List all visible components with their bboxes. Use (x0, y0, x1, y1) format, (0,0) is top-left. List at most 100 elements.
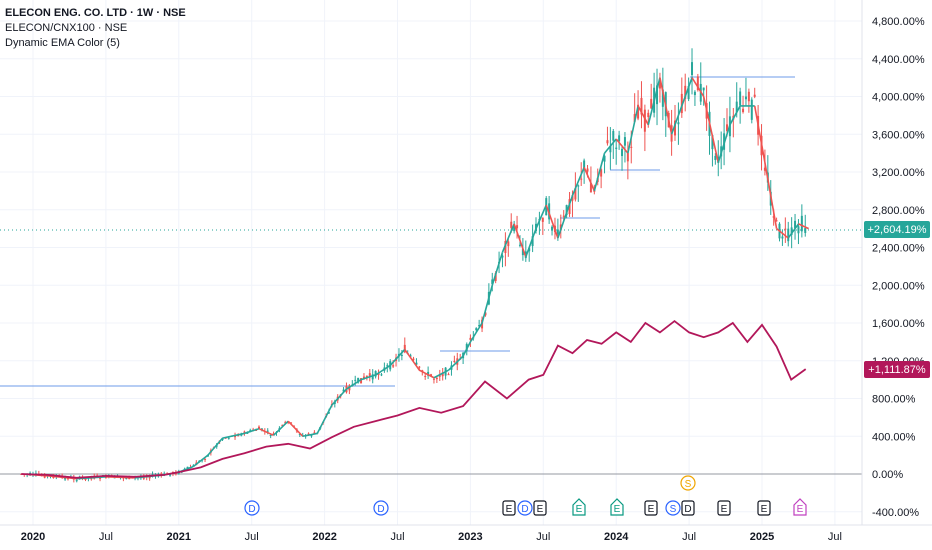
candle-body (357, 377, 360, 383)
candle-body (327, 412, 330, 414)
y-tick-label: -400.00% (872, 507, 919, 519)
candle-body (684, 85, 687, 99)
dividend-marker-icon (517, 500, 533, 516)
candle-body (432, 378, 435, 380)
x-tick-label: 2021 (167, 531, 191, 543)
ema-segment (258, 427, 274, 437)
candle-body (478, 325, 481, 327)
candle-body (475, 328, 478, 331)
ema-segment (501, 223, 515, 253)
candle-body (491, 279, 494, 285)
x-tick-label: Jul (245, 531, 259, 543)
candle-body (284, 422, 287, 424)
candle-body (574, 188, 577, 200)
last-price-badge (864, 221, 930, 238)
ema-segment (346, 378, 362, 390)
candle-body (656, 85, 659, 105)
ema-segment (331, 388, 348, 406)
candle-body (742, 108, 745, 113)
candle-body (281, 424, 284, 426)
marker-label: D (521, 504, 528, 515)
earnings-marker-icon (793, 498, 807, 516)
candle-body (415, 362, 418, 365)
candle-body (386, 365, 389, 367)
compare-series (21, 319, 807, 479)
x-tick-label: 2025 (750, 531, 774, 543)
candle-body (794, 220, 797, 229)
candle-body (744, 96, 747, 100)
y-tick-label: 4,800.00% (872, 16, 925, 28)
candle-body (516, 225, 519, 229)
ema-segment (717, 124, 731, 163)
symbol-title[interactable]: ELECON ENG. CO. LTD · 1W · NSE (5, 7, 186, 19)
candle-body (775, 220, 778, 222)
ema-segment (192, 454, 209, 468)
ema-segment (273, 420, 289, 436)
ema-segment (702, 96, 720, 163)
candle-body (781, 236, 784, 239)
candle-body (687, 85, 690, 100)
compare-value: +1,111.87% (868, 364, 926, 376)
candle-body (255, 429, 258, 431)
indicator-label[interactable]: Dynamic EMA Color (5) (5, 37, 120, 49)
ema-segment (447, 355, 464, 371)
earnings-marker-icon (644, 500, 658, 516)
compare-symbol-label[interactable]: ELECON/CNX100 · NSE (5, 22, 128, 34)
ema-segment (481, 285, 494, 324)
candle-body (556, 229, 559, 234)
ema-segment (535, 204, 547, 229)
candle-body (518, 244, 521, 246)
candle-body (674, 120, 677, 136)
candle-body (615, 147, 618, 149)
candle-body (583, 160, 586, 168)
candle-body (589, 183, 592, 193)
ema-segment (593, 152, 606, 192)
time-axis: 2020 Jul 2021 Jul 2022 Jul 2023 Jul 2024 Jul 2025 J… (0, 524, 932, 543)
candle-body (342, 389, 345, 392)
candle-body (453, 360, 456, 363)
candle-body (784, 228, 787, 230)
ema-segment (571, 166, 585, 196)
ema-segment (798, 223, 809, 230)
x-tick-label: Jul (536, 531, 550, 543)
candle-body (169, 473, 172, 476)
candle-body (257, 426, 260, 429)
candle-body (693, 91, 696, 96)
x-tick-label: Jul (682, 531, 696, 543)
candle-body (790, 227, 793, 235)
split-marker-icon (680, 475, 696, 491)
ema-segment (433, 369, 449, 379)
candle-body (418, 366, 421, 368)
candle-body (735, 101, 738, 113)
candle-body (310, 435, 313, 437)
earnings-marker-icon (533, 500, 547, 516)
candle-body (403, 344, 406, 353)
y-tick-label: 4,000.00% (872, 92, 925, 104)
candle-body (409, 355, 412, 357)
candle-body (702, 87, 705, 91)
candle-body (160, 473, 163, 475)
ema-segment (753, 105, 766, 163)
candle-body (290, 422, 293, 424)
candle-body (800, 215, 803, 232)
marker-label: D (684, 504, 691, 515)
last-value-badges: +2,604.19% +1,111.87% (864, 221, 930, 378)
candle-body (204, 458, 207, 460)
marker-label: E (761, 504, 768, 515)
x-tick-label: 2023 (458, 531, 482, 543)
candle-body (313, 432, 316, 434)
y-tick-label: 2,400.00% (872, 243, 925, 255)
ema-segment (670, 105, 683, 135)
horizontal-lines (0, 76, 862, 475)
y-tick-label: 1,600.00% (872, 318, 925, 330)
marker-label: E (797, 504, 804, 515)
y-tick-label: 4,400.00% (872, 54, 925, 66)
x-tick-label: Jul (99, 531, 113, 543)
compare-line (21, 319, 807, 479)
ema-segment (776, 228, 789, 239)
candle-body (424, 375, 427, 377)
dividend-marker-icon (373, 500, 389, 516)
candle-body (626, 152, 629, 162)
y-tick-label: 2,800.00% (872, 205, 925, 217)
